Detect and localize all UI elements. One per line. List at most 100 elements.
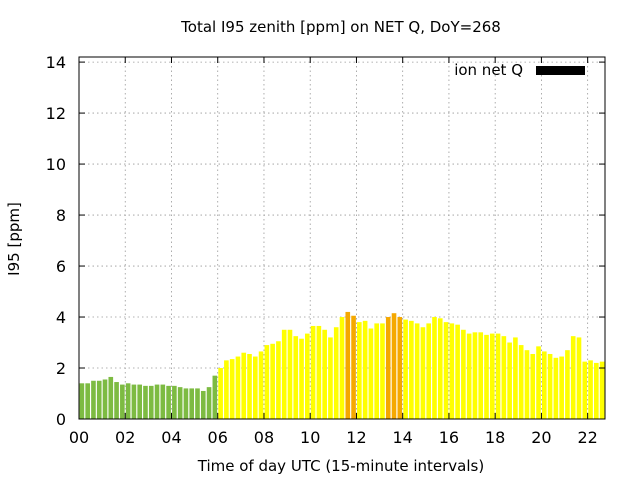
bar [137,384,143,419]
bar [466,333,472,419]
x-tick-label: 12 [346,428,366,447]
bar [270,343,275,419]
bar [264,345,270,419]
bars [79,311,605,419]
bar [339,317,345,419]
bar [559,356,564,419]
chart-title: Total I95 zenith [ppm] on NET Q, DoY=268 [180,18,501,36]
x-tick-label: 22 [577,428,597,447]
bar [166,385,171,419]
bar [351,315,356,419]
bar [235,356,241,419]
bar [183,388,189,419]
x-tick-label: 00 [69,428,89,447]
bar [501,336,507,419]
grid [79,57,605,419]
bar [96,380,102,419]
legend-label: ion net Q [454,61,523,79]
bar [206,387,212,419]
bar [154,384,160,419]
bar [397,317,403,419]
bar [91,380,96,419]
legend: ion net Q [454,61,585,79]
bar [484,334,489,419]
y-tick-label: 12 [46,104,66,123]
bar [380,323,385,419]
bar [258,351,264,419]
bar [472,332,478,419]
bar [599,361,605,419]
bar [547,353,553,419]
bar [489,333,495,419]
y-tick-label: 0 [56,410,66,429]
bar [518,345,524,419]
bar [385,317,391,419]
y-tick-label: 6 [56,257,66,276]
x-tick-label: 14 [393,428,413,447]
bar [143,385,148,419]
bar [218,368,223,419]
bar [299,338,304,419]
bar [576,337,582,419]
y-tick-label: 4 [56,308,66,327]
y-tick-label: 14 [46,53,66,72]
plot-frame [78,56,606,420]
bar [414,323,420,419]
bar [536,346,541,419]
ticks [78,57,605,420]
bar [224,360,229,419]
bar [507,342,512,419]
bar [79,383,85,419]
bar [241,352,247,419]
bar [495,333,501,419]
bar [368,328,374,419]
x-tick-label: 10 [300,428,320,447]
bar [125,383,131,419]
bar [333,327,339,419]
legend-swatch [536,66,585,75]
bar [108,376,114,419]
bar [524,350,530,419]
bar [252,356,258,419]
bar [403,319,408,419]
x-tick-label: 04 [161,428,181,447]
bar [570,336,576,419]
bar [131,384,137,419]
bar [426,323,432,419]
x-tick-label: 08 [254,428,274,447]
bar [328,337,333,419]
bar [588,360,593,419]
bar [102,379,108,419]
bar [461,329,466,419]
y-tick-label: 2 [56,359,66,378]
bar [553,357,559,419]
bar [247,353,252,419]
bar [160,384,166,419]
x-tick-label: 16 [439,428,459,447]
bar [374,323,379,419]
bar [322,329,327,419]
bar [362,320,368,419]
bar [293,336,299,419]
bar [437,318,443,419]
bar [357,322,362,419]
bar [229,359,235,419]
bar [530,353,536,419]
bar [177,387,183,419]
bar [420,327,426,419]
bar [345,311,351,419]
bar [85,383,90,419]
bar [305,333,310,419]
y-tick-label: 8 [56,206,66,225]
bar [200,390,206,419]
x-tick-label: 06 [208,428,228,447]
bar [582,361,588,419]
bar [478,332,484,419]
x-tick-label: 20 [531,428,551,447]
bar [189,388,195,419]
bar [541,351,547,419]
bar [455,324,460,419]
y-tick-label: 10 [46,155,66,174]
